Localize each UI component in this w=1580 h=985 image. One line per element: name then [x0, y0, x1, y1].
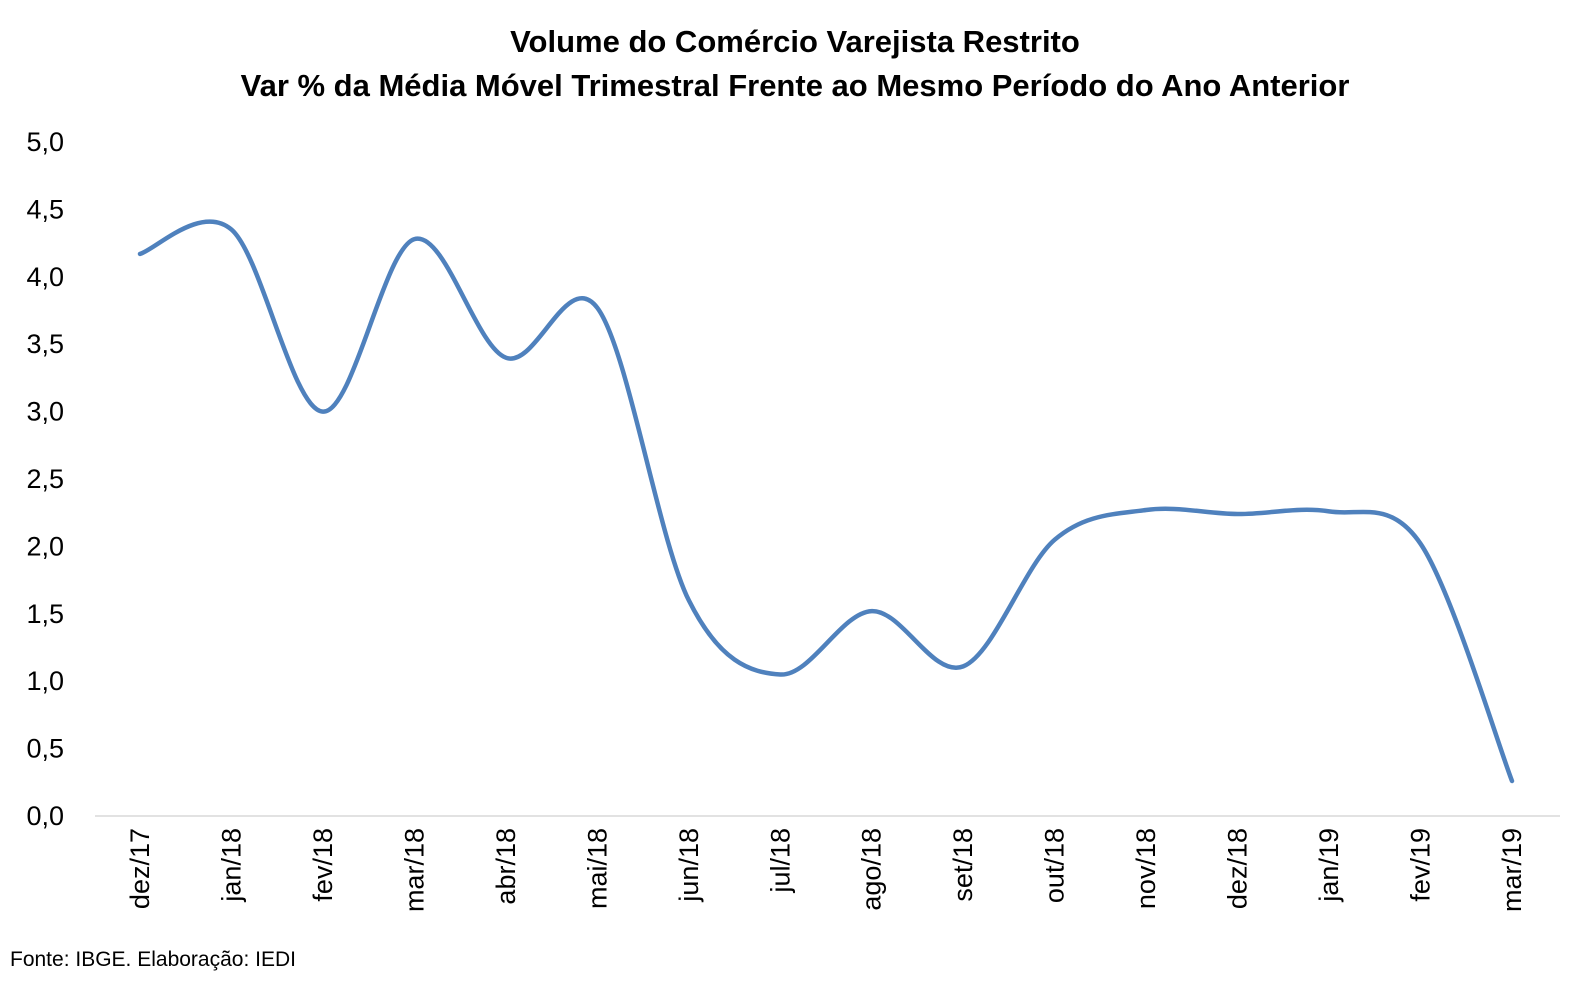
y-tick-label: 0,0 — [26, 801, 64, 831]
y-tick-label: 2,0 — [26, 531, 64, 561]
y-tick-label: 3,0 — [26, 397, 64, 427]
x-tick-label: jun/18 — [674, 828, 704, 903]
y-tick-label: 1,5 — [26, 599, 64, 629]
x-tick-label: jan/18 — [216, 828, 246, 903]
x-tick-label: fev/19 — [1406, 828, 1436, 902]
y-tick-label: 5,0 — [26, 127, 64, 157]
y-tick-label: 0,5 — [26, 734, 64, 764]
x-tick-label: mai/18 — [582, 828, 612, 909]
x-axis-ticks: dez/17 jan/18 fev/18 mar/18 abr/18 mai/18 jun/… — [125, 828, 1527, 912]
y-tick-label: 3,5 — [26, 329, 64, 359]
x-tick-label: ago/18 — [857, 828, 887, 911]
x-tick-label: dez/17 — [125, 828, 155, 909]
chart-title: Volume do Comércio Varejista Restrito — [510, 24, 1080, 59]
x-tick-label: nov/18 — [1131, 828, 1161, 909]
y-tick-label: 2,5 — [26, 464, 64, 494]
x-tick-label: abr/18 — [491, 828, 521, 905]
y-tick-label: 4,5 — [26, 194, 64, 224]
x-tick-label: dez/18 — [1223, 828, 1253, 909]
chart-subtitle: Var % da Média Móvel Trimestral Frente a… — [241, 68, 1350, 103]
source-note: Fonte: IBGE. Elaboração: IEDI — [10, 948, 296, 971]
x-tick-label: set/18 — [948, 828, 978, 902]
y-tick-label: 1,0 — [26, 666, 64, 696]
x-tick-label: jan/19 — [1314, 828, 1344, 903]
x-tick-label: fev/18 — [308, 828, 338, 902]
x-tick-label: out/18 — [1040, 828, 1070, 903]
x-tick-label: jul/18 — [765, 828, 795, 894]
series-line — [137, 219, 1515, 784]
y-axis-ticks: 0,0 0,5 1,0 1,5 2,0 2,5 3,0 3,5 4,0 4,5 5,0 — [26, 127, 64, 831]
y-tick-label: 4,0 — [26, 262, 64, 292]
x-tick-label: mar/19 — [1497, 828, 1527, 912]
x-tick-label: mar/18 — [399, 828, 429, 912]
